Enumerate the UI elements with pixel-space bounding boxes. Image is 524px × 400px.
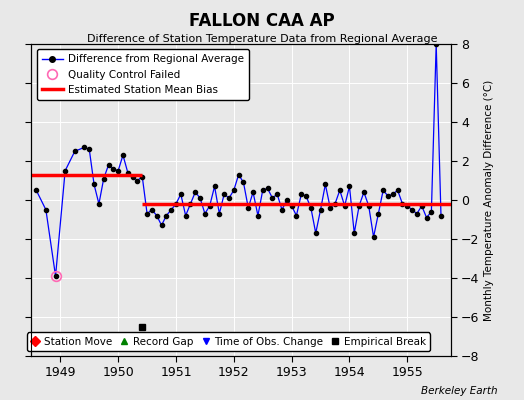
Text: Difference of Station Temperature Data from Regional Average: Difference of Station Temperature Data f… <box>87 34 437 44</box>
Text: Berkeley Earth: Berkeley Earth <box>421 386 498 396</box>
Text: FALLON CAA AP: FALLON CAA AP <box>189 12 335 30</box>
Legend: Station Move, Record Gap, Time of Obs. Change, Empirical Break: Station Move, Record Gap, Time of Obs. C… <box>27 332 430 351</box>
Y-axis label: Monthly Temperature Anomaly Difference (°C): Monthly Temperature Anomaly Difference (… <box>484 79 494 321</box>
